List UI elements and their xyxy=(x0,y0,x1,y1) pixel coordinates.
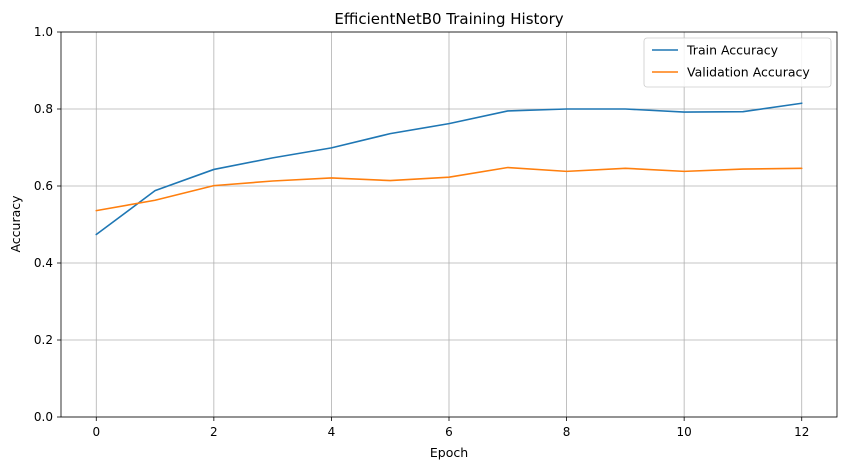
x-tick-label: 4 xyxy=(328,425,336,439)
x-axis-label: Epoch xyxy=(430,445,468,460)
y-tick-label: 0.8 xyxy=(34,102,53,116)
x-tick-label: 12 xyxy=(794,425,809,439)
series-layer xyxy=(95,102,803,236)
y-axis-label: Accuracy xyxy=(8,195,23,253)
y-tick-label: 0.2 xyxy=(34,333,53,347)
legend-box xyxy=(643,37,832,88)
legend: Train Accuracy Validation Accuracy xyxy=(643,37,832,88)
x-tick-label: 2 xyxy=(210,425,218,439)
legend-label: Validation Accuracy xyxy=(687,65,810,80)
y-tick-label: 1.0 xyxy=(34,25,53,39)
chart-title: EfficientNetB0 Training History xyxy=(334,10,563,28)
legend-label: Train Accuracy xyxy=(686,43,779,58)
y-tick-label: 0.6 xyxy=(34,179,53,193)
x-tick-label: 8 xyxy=(563,425,571,439)
series-line-validation xyxy=(95,166,803,212)
series-line-train xyxy=(95,102,803,236)
ticks: 0 2 4 6 8 10 12 0.0 0.2 0.4 0.6 0.8 1.0 xyxy=(34,25,809,439)
x-tick-label: 6 xyxy=(445,425,453,439)
y-tick-label: 0.0 xyxy=(34,410,53,424)
y-tick-label: 0.4 xyxy=(34,256,53,270)
x-tick-label: 10 xyxy=(677,425,692,439)
x-tick-label: 0 xyxy=(92,425,100,439)
grid xyxy=(61,31,837,418)
